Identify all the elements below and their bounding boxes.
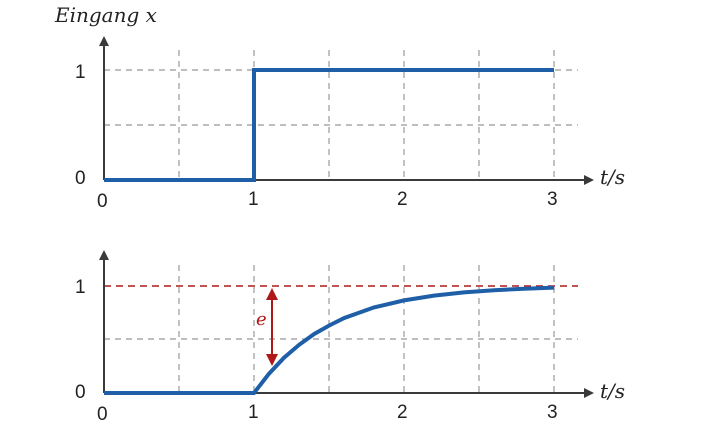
input-x-axis-label: t/s [600, 165, 625, 189]
input-step-series [104, 68, 554, 182]
input-x-tick-0: 0 [97, 191, 108, 212]
input-x-tick-2: 2 [397, 189, 408, 210]
input-y-tick-1: 1 [75, 62, 86, 83]
input-y-axis-label: Eingang x [54, 3, 157, 27]
output-x-tick-0: 0 [97, 404, 108, 425]
input-y-tick-0: 0 [75, 168, 86, 189]
output-x-tick-2: 2 [397, 402, 408, 423]
error-label: e [256, 309, 267, 330]
output-x-tick-1: 1 [248, 402, 259, 423]
input-x-tick-1: 1 [248, 189, 259, 210]
output-y-tick-0: 0 [75, 382, 86, 403]
output-x-tick-3: 3 [547, 402, 558, 423]
output-grid [104, 265, 578, 393]
input-plot: Eingang x t/s 1 0 0 1 2 3 [54, 3, 625, 212]
output-plot: e t/s 1 0 0 1 2 3 [75, 250, 625, 425]
output-response-series [104, 285, 555, 395]
output-y-tick-1: 1 [75, 277, 86, 298]
output-x-axis-label: t/s [600, 379, 625, 403]
input-x-tick-3: 3 [547, 189, 558, 210]
